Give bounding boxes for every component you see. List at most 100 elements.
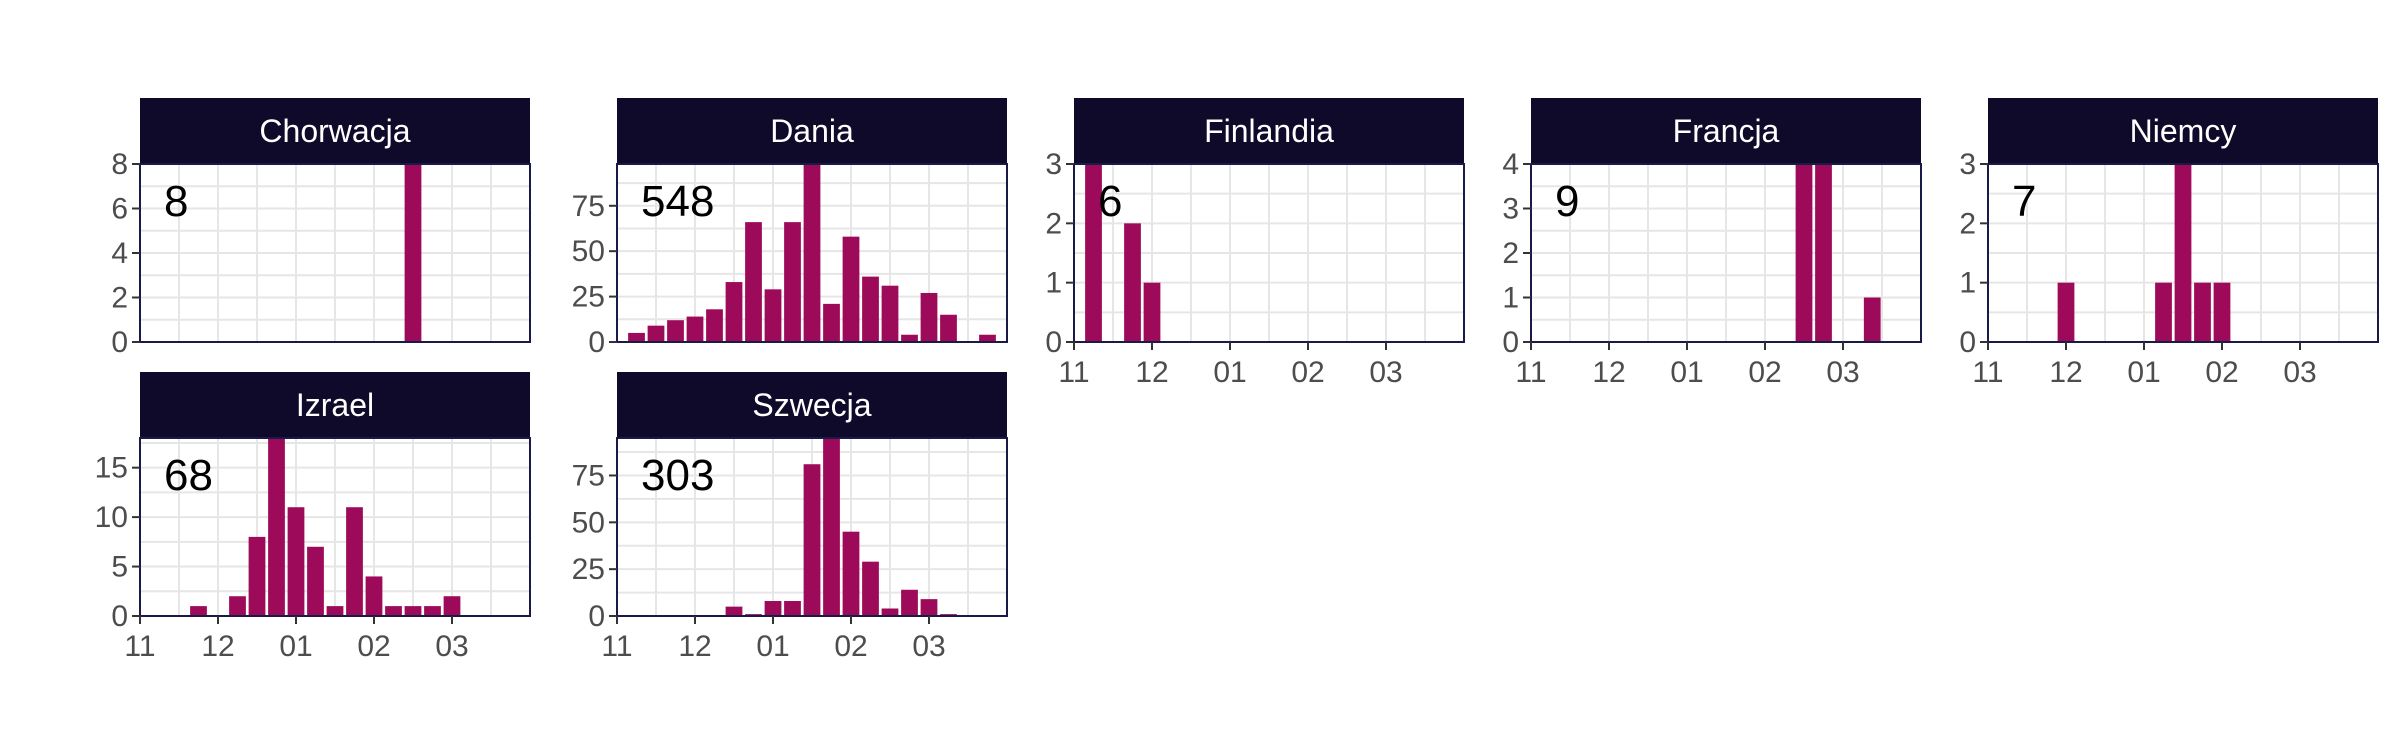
- panel-border: [1073, 163, 1465, 343]
- count-label: 9: [1555, 177, 1579, 226]
- facet-strip: [1988, 98, 2378, 164]
- x-tick-label: 02: [2205, 356, 2238, 389]
- x-tick-label: 11: [1972, 356, 2003, 389]
- x-tick-label: 03: [1826, 356, 1859, 389]
- y-tick-label: 10: [95, 501, 128, 534]
- facet-title: Francja: [1673, 113, 1780, 149]
- y-tick-label: 0: [588, 326, 605, 359]
- y-tick-label: 2: [1959, 207, 1976, 240]
- facet-panel-chorwacja: Chorwacja 8 0 2 4 6 8: [111, 98, 531, 359]
- x-tick-label: 02: [1748, 356, 1781, 389]
- y-tick-label: 3: [1502, 193, 1519, 226]
- x-tick-label: 02: [834, 630, 867, 663]
- x-tick-label: 11: [1058, 356, 1089, 389]
- x-tick-label: 01: [1670, 356, 1703, 389]
- y-tick-label: 50: [572, 235, 605, 268]
- bar: [1143, 282, 1161, 342]
- bar: [326, 606, 344, 616]
- panel-border: [616, 437, 1008, 617]
- bar: [628, 332, 645, 342]
- bar: [365, 576, 383, 616]
- bar: [920, 599, 938, 616]
- count-label: 68: [164, 451, 213, 500]
- y-tick-label: 3: [1045, 148, 1062, 181]
- x-tick-label: 03: [1369, 356, 1402, 389]
- bar: [268, 438, 285, 616]
- facet-strip: [617, 98, 1007, 164]
- bar: [346, 507, 363, 616]
- bar: [1815, 164, 1832, 342]
- y-tick-label: 2: [111, 282, 128, 315]
- bar: [745, 222, 762, 342]
- y-tick-label: 25: [572, 553, 605, 586]
- y-tick-label: 0: [588, 600, 605, 633]
- panel-border: [1987, 163, 2379, 343]
- bar: [823, 438, 840, 616]
- facet-strip: [1074, 98, 1464, 164]
- bar: [1795, 164, 1813, 342]
- facet-strip: [140, 98, 530, 164]
- y-tick-label: 1: [1045, 267, 1062, 300]
- y-tick-label: 0: [1045, 326, 1062, 359]
- bar: [901, 589, 918, 616]
- bar: [404, 164, 422, 342]
- bar: [248, 536, 266, 616]
- y-tick-label: 0: [111, 326, 128, 359]
- facet-title: Szwecja: [752, 387, 871, 423]
- bar: [1863, 297, 1881, 342]
- bar: [287, 507, 305, 616]
- x-tick-label: 03: [2283, 356, 2316, 389]
- panel-border: [616, 163, 1008, 343]
- count-label: 6: [1098, 177, 1122, 226]
- x-tick-label: 02: [1291, 356, 1324, 389]
- y-tick-label: 15: [95, 452, 128, 485]
- y-tick-label: 25: [572, 281, 605, 314]
- bar: [385, 606, 402, 616]
- bar: [823, 303, 840, 342]
- bar: [706, 309, 723, 342]
- bar: [901, 334, 918, 342]
- y-tick-label: 5: [111, 551, 128, 584]
- facet-panel-dania: Dania 548 0 25 50 75: [572, 98, 1008, 359]
- x-tick-label: 03: [912, 630, 945, 663]
- bar: [424, 606, 441, 616]
- x-tick-label: 01: [279, 630, 312, 663]
- y-tick-label: 1: [1502, 282, 1519, 315]
- y-tick-label: 4: [1502, 148, 1519, 181]
- facet-panel-szwecja: Szwecja 303 0 25 50 75 11 12 01 02 03: [572, 372, 1008, 663]
- panel-border: [139, 437, 531, 617]
- facet-panel-izrael: Izrael 68 0 5 10 15 11 12 01 02 03: [95, 372, 531, 663]
- bar: [862, 561, 879, 616]
- y-tick-label: 0: [111, 600, 128, 633]
- y-tick-label: 8: [111, 148, 128, 181]
- x-tick-label: 01: [1213, 356, 1246, 389]
- bar: [686, 316, 704, 342]
- y-tick-label: 4: [111, 237, 128, 270]
- facet-strip: [1531, 98, 1921, 164]
- count-label: 8: [164, 177, 188, 226]
- y-tick-label: 2: [1045, 207, 1062, 240]
- bar: [784, 601, 801, 616]
- bar: [842, 236, 860, 342]
- bar: [862, 276, 879, 342]
- facet-title: Dania: [770, 113, 854, 149]
- y-tick-label: 0: [1959, 326, 1976, 359]
- x-tick-label: 11: [1515, 356, 1546, 389]
- bar: [647, 325, 665, 342]
- x-tick-label: 12: [201, 630, 234, 663]
- bar: [842, 531, 860, 616]
- x-tick-label: 01: [756, 630, 789, 663]
- y-tick-label: 75: [572, 459, 605, 492]
- x-tick-label: 11: [124, 630, 155, 663]
- x-tick-label: 11: [601, 630, 632, 663]
- bar: [2155, 282, 2172, 342]
- bar: [2213, 282, 2231, 342]
- x-tick-label: 12: [1135, 356, 1168, 389]
- x-tick-label: 12: [2049, 356, 2082, 389]
- x-tick-label: 01: [2127, 356, 2160, 389]
- y-tick-label: 0: [1502, 326, 1519, 359]
- bar: [764, 601, 782, 616]
- y-tick-label: 2: [1502, 237, 1519, 270]
